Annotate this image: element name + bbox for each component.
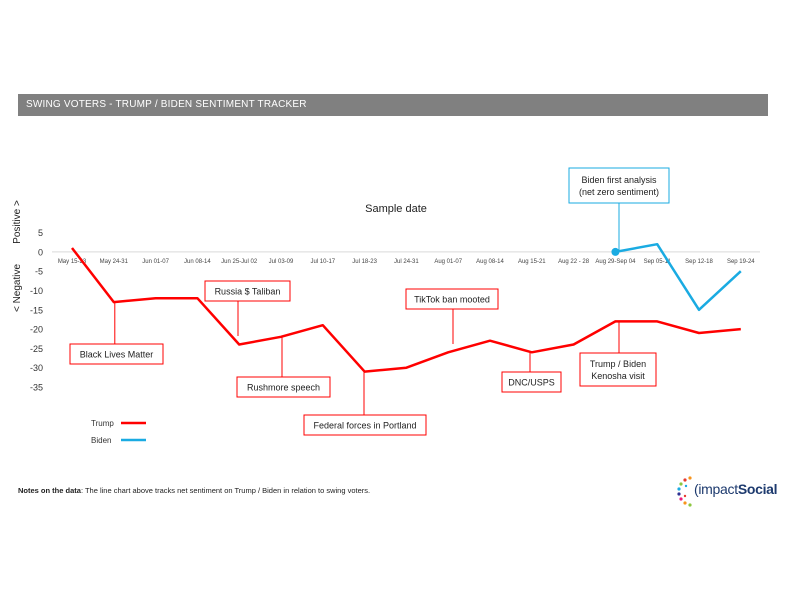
y-label-negative: < Negative <box>12 264 23 313</box>
annotation-box <box>236 376 331 398</box>
annotation-label: Trump / Biden <box>590 359 646 369</box>
notes-on-data: Notes on the data: The line chart above … <box>18 486 618 495</box>
x-tick-label: Jun 01-07 <box>142 259 169 265</box>
report-title: SWING VOTERS - TRUMP / BIDEN SENTIMENT T… <box>26 99 307 110</box>
annotation-box <box>303 414 427 436</box>
x-tick-label: Aug 29-Sep 04 <box>595 259 636 265</box>
x-tick-label: Aug 22 - 28 <box>558 259 590 265</box>
impact-social-logo[interactable]: (impactSocial <box>676 474 778 508</box>
x-tick-label: Jul 03-09 <box>269 259 294 265</box>
notes-text: : The line chart above tracks net sentim… <box>80 486 371 495</box>
annotation-label: Black Lives Matter <box>80 350 154 360</box>
annotation-label: Kenosha visit <box>591 371 645 381</box>
y-tick-label: -20 <box>30 325 43 335</box>
y-tick-label: -5 <box>35 267 43 277</box>
y-label-positive: Positive > <box>12 200 23 244</box>
logo-word-impact: impact <box>698 481 738 497</box>
logo-paren: ( <box>694 481 699 497</box>
y-tick-label: -10 <box>30 286 43 296</box>
logo-dots-icon <box>677 476 692 507</box>
x-tick-label: Aug 08-14 <box>476 259 504 265</box>
x-tick-label: May 15-23 <box>58 259 87 265</box>
x-tick-label: Aug 15-21 <box>518 259 546 265</box>
x-tick-label: Jul 18-23 <box>352 259 377 265</box>
notes-label: Notes on the data <box>18 486 81 495</box>
annotation-label: DNC/USPS <box>508 378 555 388</box>
series-line-biden <box>615 242 742 312</box>
chart-title: Sample date <box>365 203 427 215</box>
x-tick-label: Jul 10-17 <box>310 259 335 265</box>
x-tick-label: Sep 12-18 <box>685 259 713 265</box>
annotation-box <box>579 352 657 387</box>
legend-label: Biden <box>91 436 111 445</box>
x-tick-label: Jun 08-14 <box>184 259 211 265</box>
y-tick-label: -15 <box>30 305 43 315</box>
annotation-box <box>69 343 164 365</box>
x-tick-label: Jul 24-31 <box>394 259 419 265</box>
y-tick-label: 5 <box>38 228 43 238</box>
x-tick-label: Jun 25-Jul 02 <box>221 259 258 265</box>
series-line-trump <box>71 247 741 373</box>
annotation-label: TikTok ban mooted <box>414 295 490 305</box>
annotation-label: (net zero sentiment) <box>579 187 659 197</box>
annotation-label: Biden first analysis <box>581 175 657 185</box>
legend-label: Trump <box>91 419 114 428</box>
annotation-label: Rushmore speech <box>247 383 320 393</box>
x-tick-label: Sep 05-11 <box>644 259 672 265</box>
biden-first-point-marker <box>611 247 620 256</box>
report-title-bar: SWING VOTERS - TRUMP / BIDEN SENTIMENT T… <box>18 94 768 116</box>
y-tick-label: -30 <box>30 363 43 373</box>
annotation-box <box>501 371 562 393</box>
logo-word-social: Social <box>737 481 778 497</box>
annotation-label: Federal forces in Portland <box>313 421 416 431</box>
annotation-label: Russia $ Taliban <box>215 287 281 297</box>
annotation-box <box>405 288 499 310</box>
y-tick-label: -35 <box>30 383 43 393</box>
annotation-box <box>204 280 291 302</box>
y-tick-label: 0 <box>38 247 43 257</box>
x-tick-label: May 24-31 <box>100 259 129 265</box>
x-tick-label: Aug 01-07 <box>434 259 462 265</box>
annotation-box <box>568 167 670 204</box>
y-tick-label: -25 <box>30 344 43 354</box>
x-tick-label: Sep 19-24 <box>727 259 755 265</box>
